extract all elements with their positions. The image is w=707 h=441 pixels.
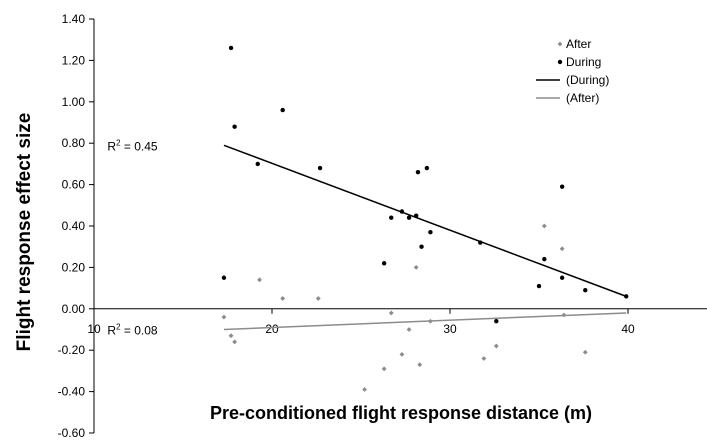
point-during: [542, 256, 547, 262]
y-tick-label: 1.00: [62, 95, 86, 109]
point-during: [536, 283, 542, 289]
point-during: [494, 319, 499, 324]
point-during: [317, 165, 323, 171]
point-during: [406, 215, 412, 220]
point-during: [559, 275, 565, 280]
data-points: [221, 45, 629, 392]
y-tick-label: 0.40: [62, 219, 86, 233]
point-after: [406, 327, 412, 332]
point-after: [561, 312, 567, 318]
y-tick-label: -0.40: [58, 385, 86, 399]
legend-label: After: [566, 37, 591, 51]
point-after: [582, 349, 588, 355]
point-during: [232, 124, 237, 129]
point-after: [481, 356, 487, 361]
x-tick-label: 40: [621, 322, 635, 336]
y-tick-label: 0.60: [62, 178, 86, 192]
point-during: [583, 287, 588, 293]
point-during: [419, 244, 424, 249]
point-during: [381, 261, 387, 266]
point-during: [559, 184, 565, 189]
x-tick-label: 30: [443, 322, 457, 336]
legend: After During (During) (After): [536, 37, 609, 105]
y-tick-label: -0.20: [58, 343, 86, 357]
point-after: [315, 296, 321, 301]
point-during: [478, 240, 483, 245]
y-axis-title: Flight response effect size: [14, 113, 35, 352]
x-tick-label: 20: [265, 322, 279, 336]
y-tick-label: 0.00: [62, 302, 86, 316]
y-tick-label: 1.40: [62, 12, 86, 26]
y-tick-label: 0.80: [62, 136, 86, 150]
point-after: [381, 366, 387, 372]
point-after: [362, 387, 367, 392]
point-after: [541, 223, 547, 229]
r2-superscript: 2: [116, 323, 121, 332]
point-during: [389, 215, 394, 220]
legend-marker-after: [557, 41, 563, 47]
point-during: [255, 161, 260, 167]
point-during: [221, 275, 227, 280]
point-after: [221, 314, 227, 320]
point-after: [417, 362, 423, 368]
point-after: [388, 310, 394, 316]
y-tick-label: 0.20: [62, 260, 86, 274]
legend-marker-during: [557, 59, 563, 65]
r2-value: = 0.45: [121, 139, 158, 153]
r2-value: = 0.08: [121, 324, 158, 338]
point-after: [413, 265, 419, 270]
point-during: [424, 165, 430, 171]
point-during: [399, 209, 405, 214]
r2-symbol: R: [107, 139, 116, 153]
y-tick-label: 1.20: [62, 53, 86, 67]
point-during: [415, 169, 421, 175]
legend-label: (After): [566, 91, 599, 105]
point-during: [624, 294, 629, 299]
trendline-during: [223, 144, 627, 298]
x-axis-title: Pre-conditioned flight response distance…: [210, 403, 592, 423]
y-tick-label: -0.60: [58, 426, 86, 440]
y-axis-ticks: 1.40 1.20 1.00 0.80 0.60 0.40 0.20 0.00 -0.20 -0.…: [58, 12, 94, 440]
x-tick-label: 10: [87, 322, 101, 336]
point-after: [280, 296, 286, 301]
point-during: [428, 230, 433, 235]
point-during: [228, 45, 234, 51]
trendline-after: [223, 312, 627, 331]
r2-superscript: 2: [116, 138, 121, 147]
plot-area: 1.40 1.20 1.00 0.80 0.60 0.40 0.20 0.00 -0.20 -0.…: [58, 12, 707, 440]
point-during: [413, 213, 419, 218]
point-after: [493, 343, 499, 349]
r2-label: R2 = 0.08: [107, 323, 157, 338]
point-during: [280, 107, 285, 113]
point-after: [559, 246, 565, 252]
trendlines: [223, 144, 627, 331]
point-after: [257, 277, 262, 283]
r2-label: R2 = 0.45: [107, 138, 157, 153]
x-axis-ticks: 10 20 30 40: [87, 308, 635, 336]
point-after: [399, 351, 405, 357]
legend-label: (During): [566, 73, 609, 87]
point-after: [428, 318, 433, 324]
legend-label: During: [566, 55, 601, 69]
r2-symbol: R: [107, 324, 116, 338]
point-after: [228, 333, 234, 339]
point-after: [232, 339, 238, 345]
